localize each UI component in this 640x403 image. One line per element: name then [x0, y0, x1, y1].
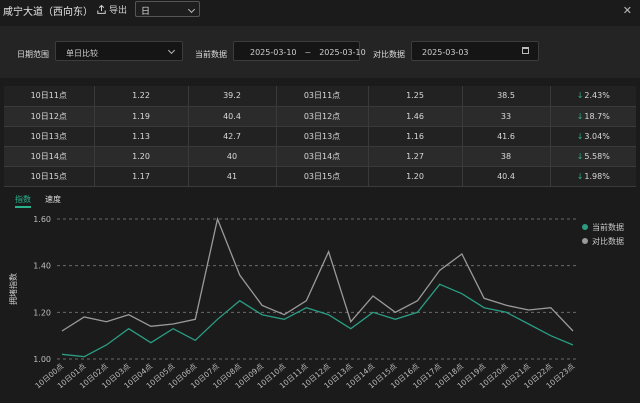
table-row: 10日13点 1.13 42.7 03日13点 1.16 41.6 ↓3.04%	[4, 126, 636, 147]
current-speed: 39.2	[188, 86, 277, 107]
table-row: 10日11点 1.22 39.2 03日11点 1.25 38.5 ↓2.43%	[4, 86, 636, 107]
current-end-date: 2025-03-10	[319, 48, 366, 57]
row-current-time: 10日14点	[4, 146, 95, 167]
change-value: 18.7%	[584, 111, 610, 121]
compare-speed: 40.4	[462, 166, 551, 187]
compare-speed: 33	[462, 106, 551, 127]
change-cell: ↓1.98%	[550, 166, 636, 187]
table-row: 10日12点 1.19 40.4 03日12点 1.46 33 ↓18.7%	[4, 106, 636, 127]
current-index: 1.20	[94, 146, 189, 167]
row-compare-time: 03日15点	[276, 166, 369, 187]
change-value: 1.98%	[584, 171, 610, 181]
tab-index[interactable]: 指数	[15, 195, 31, 204]
change-cell: ↓3.04%	[550, 126, 636, 147]
change-cell: ↓18.7%	[550, 106, 636, 127]
change-value: 2.43%	[584, 91, 610, 101]
filter-bar: 日期范围 单日比较 当前数据 2025-03-10 ~2025-03-10 对比数…	[0, 26, 640, 78]
table-row: 10日14点 1.20 40 03日14点 1.27 38 ↓5.58%	[4, 146, 636, 167]
chevron-down-icon	[187, 5, 196, 14]
export-button[interactable]: 导出	[97, 3, 127, 16]
row-compare-time: 03日11点	[276, 86, 369, 107]
date-range-label: 日期范围	[17, 50, 49, 59]
row-compare-time: 03日14点	[276, 146, 369, 167]
legend-label: 对比数据	[592, 236, 624, 246]
down-arrow-icon: ↓	[576, 91, 584, 101]
current-index: 1.17	[94, 166, 189, 187]
compare-speed: 41.6	[462, 126, 551, 147]
date-range-select[interactable]: 单日比较	[55, 41, 183, 61]
export-label: 导出	[109, 6, 128, 16]
down-arrow-icon: ↓	[576, 151, 584, 161]
row-current-time: 10日11点	[4, 86, 95, 107]
y-tick-label: 1.40	[33, 262, 51, 271]
row-compare-time: 03日12点	[276, 106, 369, 127]
window-header: 咸宁大道（西向东） 导出 日 ✕	[0, 0, 640, 20]
period-select-value: 日	[141, 7, 151, 17]
current-start-date: 2025-03-10	[250, 48, 297, 57]
comparison-table: 10日11点 1.22 39.2 03日11点 1.25 38.5 ↓2.43% 10日12点…	[4, 86, 636, 187]
legend-marker	[582, 224, 588, 230]
change-cell: ↓5.58%	[550, 146, 636, 167]
export-icon	[97, 4, 106, 14]
compare-index: 1.16	[368, 126, 463, 147]
line-chart: 1.601.401.201.00拥堵指数10日00点10日01点10日02点10…	[8, 215, 624, 390]
change-value: 3.04%	[584, 131, 610, 141]
down-arrow-icon: ↓	[576, 111, 584, 121]
y-axis-label: 拥堵指数	[8, 273, 18, 305]
current-data-label: 当前数据	[195, 50, 227, 59]
tab-speed[interactable]: 速度	[45, 195, 61, 204]
row-compare-time: 03日13点	[276, 126, 369, 147]
calendar-icon	[522, 47, 529, 54]
period-select[interactable]: 日	[135, 1, 200, 17]
current-speed: 40.4	[188, 106, 277, 127]
date-separator: ~	[304, 48, 312, 57]
compare-date-picker[interactable]: 2025-03-03	[411, 41, 539, 61]
compare-index: 1.25	[368, 86, 463, 107]
compare-date-value: 2025-03-03	[422, 48, 469, 57]
change-value: 5.58%	[584, 151, 610, 161]
current-speed: 40	[188, 146, 277, 167]
current-index: 1.13	[94, 126, 189, 147]
down-arrow-icon: ↓	[576, 171, 584, 181]
current-index: 1.22	[94, 86, 189, 107]
compare-speed: 38.5	[462, 86, 551, 107]
current-date-range-picker[interactable]: 2025-03-10 ~2025-03-10	[233, 41, 366, 61]
compare-index: 1.27	[368, 146, 463, 167]
compare-index: 1.20	[368, 166, 463, 187]
compare-index: 1.46	[368, 106, 463, 127]
change-cell: ↓2.43%	[550, 86, 636, 107]
down-arrow-icon: ↓	[576, 131, 584, 141]
legend-label: 当前数据	[592, 222, 624, 232]
legend-marker	[582, 238, 588, 244]
y-tick-label: 1.20	[33, 308, 51, 317]
chevron-down-icon	[167, 46, 176, 55]
compare-speed: 38	[462, 146, 551, 167]
y-tick-label: 1.60	[33, 215, 51, 224]
row-current-time: 10日12点	[4, 106, 95, 127]
current-index: 1.19	[94, 106, 189, 127]
current-speed: 41	[188, 166, 277, 187]
date-range-value: 单日比较	[66, 49, 98, 58]
close-icon[interactable]: ✕	[622, 4, 632, 17]
active-tab-indicator	[15, 206, 31, 208]
current-data-line	[61, 283, 574, 358]
page-title: 咸宁大道（西向东）	[3, 7, 93, 18]
compare-data-label: 对比数据	[373, 50, 405, 59]
row-current-time: 10日13点	[4, 126, 95, 147]
table-row: 10日15点 1.17 41 03日15点 1.20 40.4 ↓1.98%	[4, 166, 636, 187]
compare-data-line	[61, 216, 574, 332]
current-speed: 42.7	[188, 126, 277, 147]
row-current-time: 10日15点	[4, 166, 95, 187]
y-tick-label: 1.00	[33, 355, 51, 364]
